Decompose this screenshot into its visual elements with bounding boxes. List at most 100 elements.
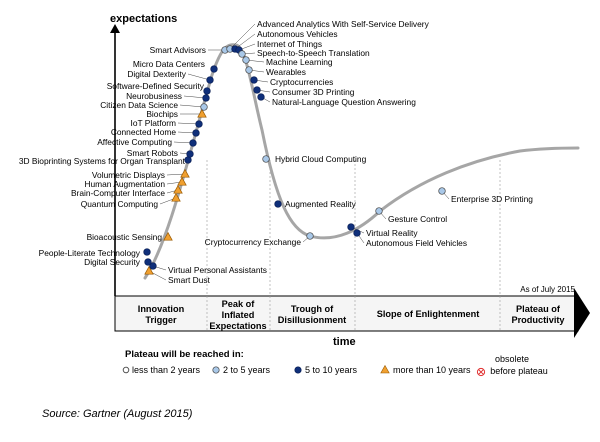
label-software-defined-security: Software-Defined Security <box>107 81 205 91</box>
marker-bioacoustic-sensing <box>163 231 173 241</box>
label-virtual-reality: Virtual Reality <box>366 228 418 238</box>
marker-brain-computer-interface <box>173 184 183 194</box>
label-biochips: Biochips <box>146 109 178 119</box>
label-smart-dust: Smart Dust <box>168 275 211 285</box>
legend: Plateau will be reached in: less than 2 … <box>122 349 548 377</box>
y-axis-label: expectations <box>110 13 177 25</box>
marker-cryptocurrencies <box>250 76 258 84</box>
label-human-augmentation: Human Augmentation <box>84 179 165 189</box>
phase-label-peak-1: Peak of <box>222 299 256 309</box>
label-autonomous-field-vehicles: Autonomous Field Vehicles <box>366 238 467 248</box>
marker-gesture-control <box>375 207 383 215</box>
label-hybrid-cloud-computing: Hybrid Cloud Computing <box>275 154 367 164</box>
as-of-note: As of July 2015 <box>520 285 575 294</box>
phase-band <box>114 295 579 332</box>
legend-symbol-obsolete <box>476 367 486 377</box>
marker-iot-platform <box>195 120 203 128</box>
marker-quantum-computing <box>171 192 181 202</box>
legend-symbol-less-than-2-years <box>122 366 130 374</box>
label-enterprise-3d-printing: Enterprise 3D Printing <box>451 194 533 204</box>
legend-symbol-5-to-10-years <box>294 366 302 374</box>
legend-label-more-than-10-years: more than 10 years <box>393 365 471 375</box>
phase-label-slope: Slope of Enlightenment <box>377 309 480 319</box>
label-brain-computer-interface: Brain-Computer Interface <box>71 188 165 198</box>
marker-citizen-data-science <box>200 103 208 111</box>
label-smart-robots: Smart Robots <box>127 148 178 158</box>
label-connected-home: Connected Home <box>111 127 177 137</box>
marker-digital-dexterity <box>206 76 214 84</box>
label-neurobusiness: Neurobusiness <box>126 91 182 101</box>
label-cryptocurrency-exchange: Cryptocurrency Exchange <box>205 237 302 247</box>
leader-line-advanced-analytics-with-self-service-delivery <box>229 23 256 50</box>
marker-digital-security <box>144 258 152 266</box>
label-smart-advisors: Smart Advisors <box>150 45 206 55</box>
label-digital-dexterity: Digital Dexterity <box>127 69 186 79</box>
marker-smart-robots <box>186 150 194 158</box>
marker-3d-bioprinting-systems-for-organ-transplant <box>184 156 192 164</box>
marker-augmented-reality <box>274 200 282 208</box>
marker-virtual-reality <box>347 223 355 231</box>
leader-line-digital-dexterity <box>187 73 211 81</box>
legend-label-obsolete-2: before plateau <box>490 366 548 376</box>
marker-neurobusiness <box>202 94 210 102</box>
phase-label-trough-1: Trough of <box>291 304 334 314</box>
legend-label-obsolete-1: obsolete <box>495 354 529 364</box>
marker-hybrid-cloud-computing <box>262 155 270 163</box>
label-virtual-personal-assistants: Virtual Personal Assistants <box>168 265 267 275</box>
phase-labels: Innovation Trigger Peak of Inflated Expe… <box>138 299 566 331</box>
phase-dividers <box>206 160 501 331</box>
phase-label-innovation-2: Trigger <box>145 315 177 325</box>
label-quantum-computing: Quantum Computing <box>81 199 159 209</box>
label-digital-security: Digital Security <box>84 257 141 267</box>
legend-title: Plateau will be reached in: <box>125 349 244 360</box>
label-wearables: Wearables <box>266 67 306 77</box>
marker-human-augmentation <box>177 176 187 186</box>
leader-line-neurobusiness <box>183 95 207 99</box>
marker-connected-home <box>192 129 200 137</box>
label-citizen-data-science: Citizen Data Science <box>100 100 178 110</box>
marker-autonomous-field-vehicles <box>353 229 361 237</box>
marker-virtual-personal-assistants <box>149 262 157 270</box>
marker-consumer-3d-printing <box>253 86 261 94</box>
legend-label-2-to-5-years: 2 to 5 years <box>223 365 271 375</box>
marker-natural-language-question-answering <box>257 93 265 101</box>
label-iot-platform: IoT Platform <box>131 118 176 128</box>
label-bioacoustic-sensing: Bioacoustic Sensing <box>87 232 163 242</box>
leader-line-volumetric-displays <box>166 173 186 176</box>
marker-speech-to-speech-translation <box>238 50 246 58</box>
legend-label-less-than-2-years: less than 2 years <box>132 365 201 375</box>
marker-wearables <box>245 66 253 74</box>
label-people-literate-technology: People-Literate Technology <box>39 248 141 258</box>
marker-machine-learning <box>242 56 250 64</box>
phase-label-peak-2: Inflated <box>222 310 255 320</box>
source-caption: Source: Gartner (August 2015) <box>42 408 193 420</box>
label-augmented-reality: Augmented Reality <box>285 199 357 209</box>
label-natural-language-question-answering: Natural-Language Question Answering <box>272 97 416 107</box>
marker-biochips <box>197 108 207 118</box>
label-volumetric-displays: Volumetric Displays <box>92 170 165 180</box>
marker-software-defined-security <box>203 87 211 95</box>
marker-volumetric-displays <box>180 168 190 178</box>
label-speech-to-speech-translation: Speech-to-Speech Translation <box>257 48 370 58</box>
label-3d-bioprinting-systems-for-organ-transplant: 3D Bioprinting Systems for Organ Transpl… <box>19 156 186 166</box>
label-gesture-control: Gesture Control <box>388 214 447 224</box>
marker-smart-dust <box>144 265 154 275</box>
marker-enterprise-3d-printing <box>438 187 446 195</box>
label-affective-computing: Affective Computing <box>97 137 172 147</box>
legend-symbol-more-than-10-years <box>380 364 390 374</box>
label-internet-of-things: Internet of Things <box>257 39 322 49</box>
x-axis-arrowhead <box>574 288 590 338</box>
legend-label-5-to-10-years: 5 to 10 years <box>305 365 358 375</box>
label-advanced-analytics-with-self-service-delivery: Advanced Analytics With Self-Service Del… <box>257 19 430 29</box>
label-cryptocurrencies: Cryptocurrencies <box>270 77 333 87</box>
legend-symbol-2-to-5-years <box>212 366 220 374</box>
marker-micro-data-centers <box>210 65 218 73</box>
phase-label-plateau-2: Productivity <box>511 315 565 325</box>
x-axis-label: time <box>333 336 356 348</box>
phase-label-plateau-1: Plateau of <box>516 304 561 314</box>
y-axis-arrowhead <box>110 24 120 33</box>
leader-line-citizen-data-science <box>179 104 205 108</box>
marker-cryptocurrency-exchange <box>306 232 314 240</box>
